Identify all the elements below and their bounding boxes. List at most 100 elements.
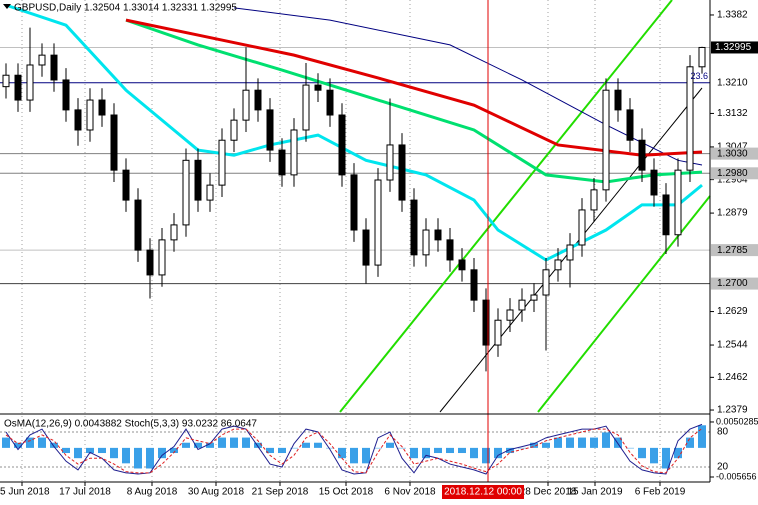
candle-body <box>374 179 382 266</box>
osma-bar <box>2 437 10 448</box>
candle-body <box>698 46 706 68</box>
osma-bar <box>14 442 22 448</box>
candle-body <box>254 89 262 111</box>
osma-bar <box>74 447 82 459</box>
candle-body <box>110 114 118 171</box>
candle-body <box>446 239 454 261</box>
osma-tick-label: 0.0050285 <box>716 416 758 426</box>
candle-body <box>602 89 610 191</box>
cursor-label: 2018.12.12 00:00 <box>444 487 522 498</box>
level-label: 1.3030 <box>717 148 748 159</box>
candle-body <box>386 144 394 181</box>
osma-bar <box>470 447 478 459</box>
osma-bar <box>422 447 430 459</box>
osma-bar <box>182 442 190 448</box>
candle-body <box>50 54 58 81</box>
x-tick-label: 17 Jul 2018 <box>59 487 111 498</box>
osma-bar <box>266 447 274 454</box>
osma-bar <box>518 447 526 449</box>
fib-label: 23.6 <box>690 71 708 81</box>
osma-bar <box>566 437 574 448</box>
osma-bar <box>698 425 706 448</box>
level-box <box>711 167 758 180</box>
osma-bar <box>278 447 286 454</box>
cursor-box <box>442 485 524 499</box>
candle-body <box>350 174 358 231</box>
osma-bar <box>650 447 658 464</box>
x-tick-label: 6 Nov 2018 <box>384 487 436 498</box>
osma-bar <box>398 447 406 449</box>
osma-bar <box>206 442 214 448</box>
candle-body <box>74 109 82 131</box>
level-label: 1.3210 <box>717 77 748 88</box>
candle-body <box>398 144 406 201</box>
osma-bar <box>290 447 298 449</box>
candle-body <box>38 54 46 66</box>
candle-body <box>482 299 490 346</box>
osma-tick-label: -0.005656 <box>716 471 757 481</box>
candle-body <box>458 259 466 271</box>
candle-body <box>554 259 562 271</box>
candle-body <box>314 84 322 91</box>
osma-bar <box>614 437 622 448</box>
menu-icon[interactable] <box>3 4 11 9</box>
osma-bar <box>338 447 346 459</box>
candle-body <box>278 149 286 176</box>
candle-body <box>506 309 514 321</box>
candle-body <box>326 89 334 116</box>
candle-body <box>122 169 130 201</box>
osma-bar <box>530 442 538 448</box>
x-tick-label: 6 Feb 2019 <box>635 487 686 498</box>
candle-body <box>626 109 634 141</box>
x-tick-label: 15 Oct 2018 <box>319 487 374 498</box>
candle-body <box>674 169 682 236</box>
osma-bar <box>434 447 442 454</box>
osma-bar <box>410 447 418 459</box>
plot: 23.6 <box>2 3 708 475</box>
candle-body <box>338 114 346 176</box>
candle-body <box>134 199 142 251</box>
osma-bar <box>386 442 394 448</box>
x-tick-label: 8 Aug 2018 <box>127 487 178 498</box>
candle-body <box>266 109 274 151</box>
osma-bar <box>578 437 586 448</box>
candle-body <box>14 74 22 101</box>
osma-bar <box>170 447 178 454</box>
moving-average <box>5 3 703 262</box>
level-label: 1.2785 <box>717 245 748 256</box>
osma-bar <box>482 447 490 464</box>
osma-bar <box>302 442 310 448</box>
osma-bar <box>146 447 154 469</box>
osma-bar <box>314 442 322 448</box>
candle-body <box>410 199 418 256</box>
candle-body <box>518 299 526 311</box>
osma-bar <box>506 447 514 454</box>
candle-body <box>170 224 178 241</box>
candle-body <box>662 194 670 236</box>
candle-body <box>590 189 598 211</box>
y-tick-label: 1.2964 <box>717 174 748 185</box>
osma-bar <box>50 442 58 448</box>
candle-body <box>62 79 70 111</box>
osma-bar <box>686 437 694 448</box>
stoch-tick-label: 20 <box>717 462 729 473</box>
candle-body <box>614 89 622 111</box>
candle-body <box>638 139 646 171</box>
osma-bar <box>446 447 454 454</box>
osma-bar <box>62 447 70 454</box>
osma-bar <box>554 437 562 448</box>
candle-body <box>650 169 658 196</box>
x-tick-label: 25 Jun 2018 <box>0 487 50 498</box>
osma-bar <box>98 447 106 454</box>
y-tick-label: 1.3047 <box>717 142 748 153</box>
current-price-box <box>711 41 758 54</box>
stoch-line <box>5 423 703 475</box>
osma-bar <box>458 447 466 454</box>
y-tick-label: 1.2629 <box>717 306 748 317</box>
osma-bar <box>86 447 94 454</box>
current-price-label: 1.32995 <box>715 42 752 53</box>
moving-average <box>125 18 703 184</box>
candle-body <box>86 99 94 131</box>
osma-bar <box>134 447 142 469</box>
